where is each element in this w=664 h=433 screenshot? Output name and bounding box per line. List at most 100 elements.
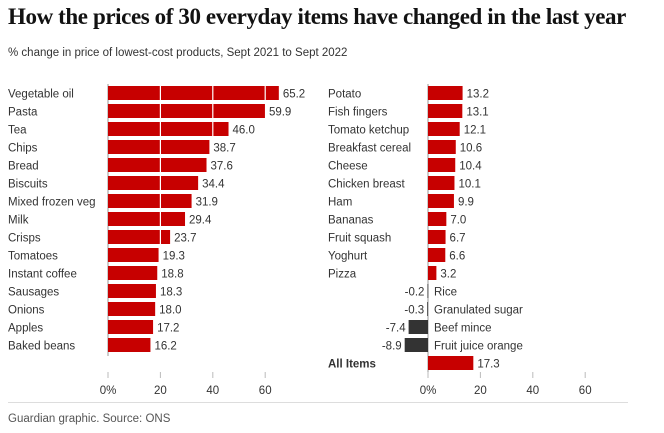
category-label: Beef mince	[434, 323, 492, 335]
value-label: 34.4	[202, 179, 225, 191]
bar-instant-coffee	[108, 266, 158, 280]
category-label: Cheese	[328, 161, 368, 173]
value-label: -0.2	[405, 287, 425, 299]
category-label: Granulated sugar	[434, 305, 523, 317]
value-label: 17.2	[157, 323, 179, 335]
category-label: Apples	[8, 323, 43, 335]
value-label: 46.0	[233, 125, 255, 137]
category-label: Milk	[8, 215, 29, 227]
value-label: 3.2	[440, 269, 456, 281]
value-label: 13.1	[466, 107, 488, 119]
bar-bread	[108, 158, 207, 172]
x-tick-label: 0%	[100, 385, 117, 397]
chart-subtitle: % change in price of lowest-cost product…	[8, 47, 348, 59]
bar-milk	[108, 212, 186, 226]
bar-onions	[108, 302, 156, 316]
category-label: Fruit juice orange	[434, 341, 523, 353]
bar-fruit-squash	[428, 230, 446, 244]
category-label: Pasta	[8, 107, 38, 119]
category-label: Sausages	[8, 287, 59, 299]
category-label: All Items	[328, 359, 376, 371]
x-tick-label: 0%	[420, 385, 437, 397]
value-label: 10.1	[458, 179, 480, 191]
category-label: Chips	[8, 143, 38, 155]
x-tick-label: 20	[474, 385, 487, 397]
x-tick-label: 40	[526, 385, 539, 397]
category-label: Onions	[8, 305, 45, 317]
bar-bananas	[428, 212, 447, 226]
bar-cheese	[428, 158, 456, 172]
category-label: Bread	[8, 161, 39, 173]
value-label: 23.7	[174, 233, 196, 245]
value-label: 18.8	[161, 269, 183, 281]
bar-granulated-sugar	[427, 302, 429, 316]
bar-chicken-breast	[428, 176, 455, 190]
bar-mixed-frozen-veg	[108, 194, 192, 208]
value-label: 18.0	[159, 305, 181, 317]
category-label: Instant coffee	[8, 269, 77, 281]
bar-yoghurt	[428, 248, 446, 262]
bar-chips	[108, 140, 210, 154]
bar-rice	[427, 284, 429, 298]
value-label: 37.6	[211, 161, 233, 173]
category-label: Ham	[328, 197, 352, 209]
category-label: Crisps	[8, 233, 41, 245]
footer-divider	[8, 402, 628, 403]
value-label: 17.3	[477, 359, 499, 371]
bar-pizza	[428, 266, 437, 280]
category-label: Pizza	[328, 269, 357, 281]
bar-vegetable-oil	[108, 86, 279, 100]
value-label: 38.7	[213, 143, 235, 155]
category-label: Bananas	[328, 215, 374, 227]
value-label: 9.9	[458, 197, 474, 209]
bar-all-items	[428, 356, 474, 370]
bar-fruit-juice-orange	[404, 338, 428, 352]
source-note: Guardian graphic. Source: ONS	[8, 413, 171, 425]
bar-tomato-ketchup	[428, 122, 460, 136]
value-label: 10.4	[459, 161, 482, 173]
category-label: Potato	[328, 89, 361, 101]
bar-apples	[108, 320, 154, 334]
x-tick-label: 60	[259, 385, 272, 397]
value-label: 19.3	[163, 251, 185, 263]
category-label: Chicken breast	[328, 179, 406, 191]
bar-fish-fingers	[428, 104, 463, 118]
category-label: Mixed frozen veg	[8, 197, 96, 209]
category-label: Yoghurt	[328, 251, 368, 263]
value-label: -7.4	[386, 323, 406, 335]
category-label: Rice	[434, 287, 457, 299]
value-label: 10.6	[460, 143, 482, 155]
bar-crisps	[108, 230, 171, 244]
bar-sausages	[108, 284, 156, 298]
x-tick-label: 20	[154, 385, 167, 397]
bar-biscuits	[108, 176, 199, 190]
category-label: Tomato ketchup	[328, 125, 409, 137]
bar-beef-mince	[408, 320, 428, 334]
value-label: 31.9	[196, 197, 218, 209]
value-label: 18.3	[160, 287, 182, 299]
bar-potato	[428, 86, 463, 100]
value-label: -0.3	[404, 305, 424, 317]
value-label: 59.9	[269, 107, 291, 119]
x-tick-label: 40	[206, 385, 219, 397]
chart-title: How the prices of 30 everyday items have…	[8, 4, 626, 29]
category-label: Tomatoes	[8, 251, 58, 263]
value-label: 6.7	[450, 233, 466, 245]
bar-ham	[428, 194, 454, 208]
value-label: 65.2	[283, 89, 305, 101]
bar-tomatoes	[108, 248, 159, 262]
category-label: Biscuits	[8, 179, 48, 191]
category-label: Fruit squash	[328, 233, 391, 245]
bar-baked-beans	[108, 338, 151, 352]
value-label: 7.0	[450, 215, 466, 227]
category-label: Breakfast cereal	[328, 143, 411, 155]
value-label: -8.9	[382, 341, 402, 353]
value-label: 13.2	[467, 89, 489, 101]
bar-breakfast-cereal	[428, 140, 456, 154]
bar-tea	[108, 122, 229, 136]
category-label: Fish fingers	[328, 107, 388, 119]
category-label: Tea	[8, 125, 27, 137]
value-label: 29.4	[189, 215, 212, 227]
